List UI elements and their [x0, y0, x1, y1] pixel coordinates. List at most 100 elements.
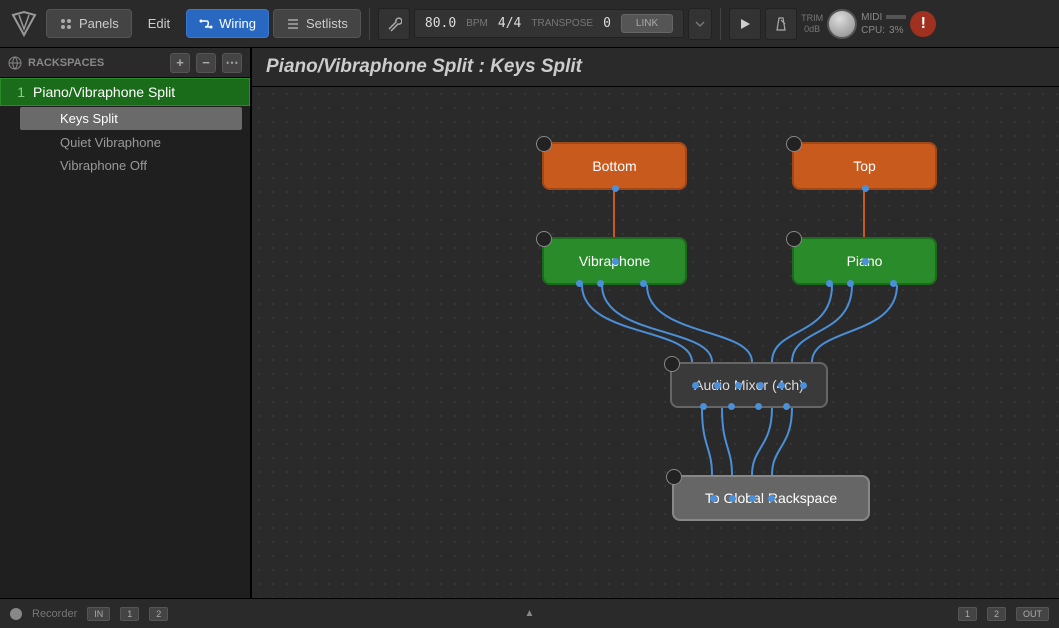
metronome-icon: [773, 16, 789, 32]
port[interactable]: [692, 382, 699, 389]
expand-arrow-icon[interactable]: ▲: [525, 608, 535, 619]
port[interactable]: [778, 382, 785, 389]
add-button[interactable]: +: [170, 53, 190, 73]
transpose-label: TRANSPOSE: [531, 18, 593, 29]
trim-knob[interactable]: [827, 9, 857, 39]
trim-value: 0dB: [804, 24, 820, 34]
midi-label: MIDI: [861, 12, 882, 23]
variation-item[interactable]: Keys Split: [20, 107, 242, 130]
sidebar: RACKSPACES + − ⋯ 1 Piano/Vibraphone Spli…: [0, 48, 252, 598]
port[interactable]: [890, 280, 897, 287]
port[interactable]: [612, 258, 619, 265]
node-badge-icon: [786, 231, 802, 247]
node-badge-icon: [664, 356, 680, 372]
canvas-title: Piano/Vibraphone Split : Keys Split: [252, 48, 1059, 87]
node-badge-icon: [666, 469, 682, 485]
globe-icon: [8, 56, 22, 70]
port[interactable]: [768, 495, 775, 502]
transpose-value: 0: [603, 16, 611, 31]
midi-status: MIDI CPU: 3%: [861, 12, 906, 36]
node-piano[interactable]: Piano: [792, 237, 937, 285]
panels-label: Panels: [79, 16, 119, 31]
node-mixer[interactable]: Audio Mixer (4ch): [670, 362, 828, 408]
panels-button[interactable]: Panels: [46, 9, 132, 38]
port[interactable]: [597, 280, 604, 287]
chevron-down-icon: [695, 19, 705, 29]
link-button[interactable]: LINK: [621, 14, 673, 33]
top-toolbar: Panels Edit Wiring Setlists 80.0 BPM 4/4…: [0, 0, 1059, 48]
port[interactable]: [612, 185, 619, 192]
node-badge-icon: [536, 136, 552, 152]
remove-button[interactable]: −: [196, 53, 216, 73]
port[interactable]: [700, 403, 707, 410]
footer-bar: Recorder IN 1 2 ▲ 1 2 OUT: [0, 598, 1059, 628]
setlists-button[interactable]: Setlists: [273, 9, 361, 38]
port[interactable]: [735, 382, 742, 389]
sidebar-title: RACKSPACES: [28, 57, 104, 69]
tuner-button[interactable]: [378, 8, 410, 40]
port[interactable]: [783, 403, 790, 410]
canvas-wrap: Piano/Vibraphone Split : Keys Split Bott…: [252, 48, 1059, 598]
port[interactable]: [862, 185, 869, 192]
play-button[interactable]: [729, 8, 761, 40]
variation-item[interactable]: Vibraphone Off: [0, 154, 250, 177]
separator: [369, 8, 370, 40]
bpm-value: 80.0: [425, 16, 456, 31]
cpu-label: CPU:: [861, 25, 885, 36]
port[interactable]: [749, 495, 756, 502]
trim-label: TRIM: [801, 13, 823, 23]
port[interactable]: [755, 403, 762, 410]
wiring-button[interactable]: Wiring: [186, 9, 269, 38]
in-ch-1[interactable]: 1: [120, 607, 139, 621]
app-logo: [6, 6, 42, 42]
setlists-icon: [286, 17, 300, 31]
more-button[interactable]: ⋯: [222, 53, 242, 73]
dropdown-button[interactable]: [688, 8, 712, 40]
timesig-value: 4/4: [498, 16, 521, 31]
node-global[interactable]: To Global Rackspace: [672, 475, 870, 521]
node-badge-icon: [536, 231, 552, 247]
port[interactable]: [640, 280, 647, 287]
metronome-button[interactable]: [765, 8, 797, 40]
play-icon: [738, 17, 752, 31]
record-indicator[interactable]: [10, 608, 22, 620]
port[interactable]: [826, 280, 833, 287]
port[interactable]: [862, 258, 869, 265]
tempo-box[interactable]: 80.0 BPM 4/4 TRANSPOSE 0 LINK: [414, 9, 684, 38]
port[interactable]: [729, 495, 736, 502]
port[interactable]: [576, 280, 583, 287]
sidebar-header: RACKSPACES + − ⋯: [0, 48, 250, 78]
bpm-label: BPM: [466, 18, 488, 29]
rackspace-item[interactable]: 1 Piano/Vibraphone Split: [0, 78, 250, 106]
port[interactable]: [710, 495, 717, 502]
out-ch-1[interactable]: 1: [958, 607, 977, 621]
main-area: RACKSPACES + − ⋯ 1 Piano/Vibraphone Spli…: [0, 48, 1059, 598]
port[interactable]: [847, 280, 854, 287]
out-label: OUT: [1016, 607, 1049, 621]
panels-icon: [59, 17, 73, 31]
node-badge-icon: [786, 136, 802, 152]
trim-box: TRIM 0dB: [801, 13, 823, 34]
node-top[interactable]: Top: [792, 142, 937, 190]
in-ch-2[interactable]: 2: [149, 607, 168, 621]
rackspace-number: 1: [11, 84, 25, 100]
out-ch-2[interactable]: 2: [987, 607, 1006, 621]
recorder-label: Recorder: [32, 608, 77, 620]
variation-item[interactable]: Quiet Vibraphone: [0, 131, 250, 154]
wiring-canvas[interactable]: Bottom Top Vibraphone Piano Audio Mixer (4ch…: [252, 87, 1059, 598]
port[interactable]: [757, 382, 764, 389]
separator: [720, 8, 721, 40]
midi-bar: [886, 15, 906, 19]
cpu-value: 3%: [889, 25, 903, 36]
node-vibraphone[interactable]: Vibraphone: [542, 237, 687, 285]
alert-icon[interactable]: !: [910, 11, 936, 37]
port[interactable]: [800, 382, 807, 389]
port[interactable]: [728, 403, 735, 410]
setlists-label: Setlists: [306, 16, 348, 31]
edit-button[interactable]: Edit: [136, 10, 182, 37]
node-bottom[interactable]: Bottom: [542, 142, 687, 190]
port[interactable]: [714, 382, 721, 389]
wiring-label: Wiring: [219, 16, 256, 31]
in-label: IN: [87, 607, 110, 621]
rackspace-name: Piano/Vibraphone Split: [33, 84, 175, 100]
